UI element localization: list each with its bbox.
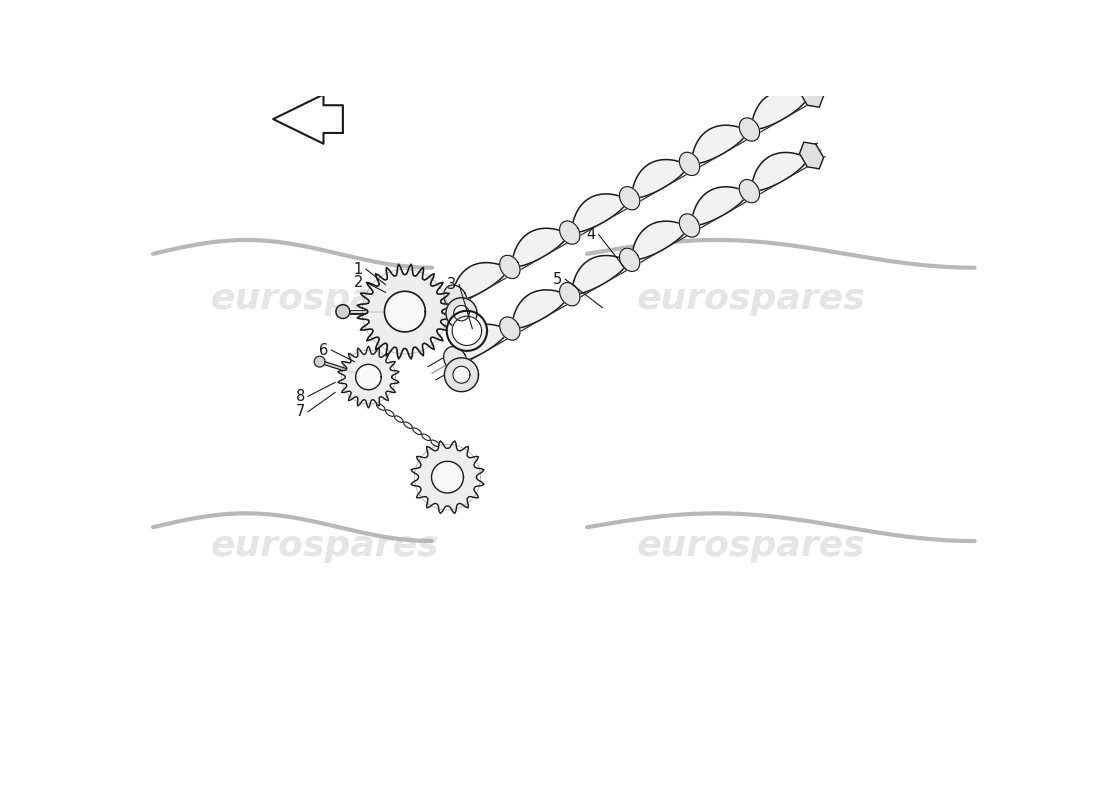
Polygon shape [680, 152, 700, 175]
Polygon shape [273, 94, 343, 144]
Text: eurospares: eurospares [211, 529, 439, 562]
Text: 5: 5 [553, 272, 562, 286]
Polygon shape [447, 311, 487, 351]
Text: eurospares: eurospares [637, 282, 866, 316]
Text: 7: 7 [296, 404, 305, 419]
Polygon shape [444, 358, 478, 392]
Polygon shape [338, 346, 399, 408]
Polygon shape [560, 282, 580, 306]
Polygon shape [452, 316, 482, 346]
Polygon shape [499, 317, 520, 340]
Polygon shape [384, 291, 426, 332]
Text: 8: 8 [296, 389, 305, 404]
Polygon shape [411, 441, 484, 514]
Polygon shape [336, 305, 350, 318]
Polygon shape [355, 364, 382, 390]
Polygon shape [452, 262, 507, 301]
Polygon shape [739, 118, 760, 141]
Text: 6: 6 [319, 342, 328, 358]
Polygon shape [619, 186, 640, 210]
Polygon shape [632, 221, 686, 259]
Polygon shape [452, 324, 507, 362]
Text: 4: 4 [586, 227, 595, 242]
Polygon shape [453, 306, 470, 321]
Polygon shape [443, 285, 468, 311]
Polygon shape [692, 126, 747, 163]
Polygon shape [692, 187, 747, 225]
Polygon shape [453, 366, 470, 383]
Polygon shape [752, 91, 806, 129]
Polygon shape [513, 228, 566, 266]
Polygon shape [752, 153, 806, 190]
Text: 1: 1 [354, 262, 363, 277]
Polygon shape [560, 221, 580, 244]
Polygon shape [632, 159, 686, 198]
Text: 2: 2 [354, 275, 363, 290]
Polygon shape [446, 298, 477, 329]
Polygon shape [619, 248, 640, 271]
Polygon shape [431, 462, 463, 493]
Polygon shape [443, 346, 468, 373]
Polygon shape [800, 81, 824, 107]
Text: eurospares: eurospares [637, 529, 866, 562]
Text: 3: 3 [447, 277, 455, 292]
Polygon shape [499, 255, 520, 278]
Polygon shape [315, 356, 326, 367]
Polygon shape [739, 179, 760, 202]
Text: eurospares: eurospares [211, 282, 439, 316]
Polygon shape [680, 214, 700, 237]
Polygon shape [358, 264, 452, 359]
Polygon shape [513, 290, 566, 328]
Polygon shape [572, 255, 627, 294]
Polygon shape [572, 194, 627, 232]
Polygon shape [800, 142, 824, 169]
